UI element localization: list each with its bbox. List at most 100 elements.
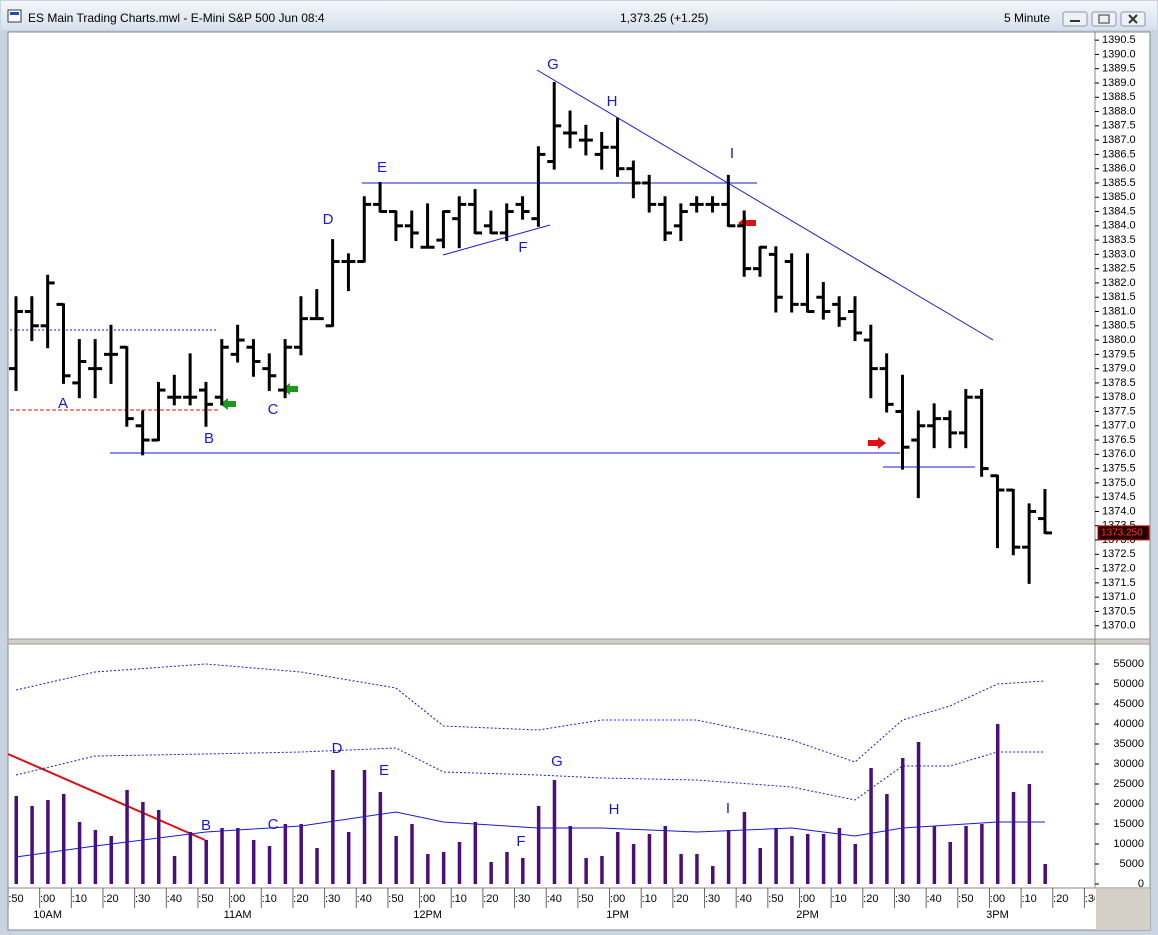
volume-bar (948, 842, 952, 884)
volume-bar (331, 770, 335, 884)
volume-overlay (15, 747, 1045, 801)
y-tick-label: 1382.0 (1102, 277, 1136, 289)
x-tick-label: :30 (895, 893, 910, 905)
annotation: D (323, 211, 334, 228)
annotation: H (607, 93, 618, 110)
volume-bar (853, 844, 857, 884)
y-tick-label: 15000 (1113, 818, 1144, 830)
y-tick-label: 1387.0 (1102, 134, 1136, 146)
volume-trend-line (8, 753, 206, 841)
volume-bar (964, 826, 968, 884)
volume-bar (790, 836, 794, 884)
x-tick-label: :20 (1053, 893, 1068, 905)
volume-bar (441, 852, 446, 884)
y-tick-label: 1388.5 (1102, 91, 1136, 103)
volume-bar (236, 828, 240, 884)
volume-bar (869, 768, 873, 884)
volume-bar (521, 858, 525, 884)
x-tick-label: :30 (1085, 893, 1100, 905)
volume-bar (663, 826, 668, 884)
y-tick-label: 1372.5 (1102, 548, 1136, 560)
y-tick-label: 1378.5 (1102, 377, 1136, 389)
volume-bar (410, 824, 414, 884)
volume-bar (188, 832, 193, 884)
volume-bar (726, 830, 731, 884)
volume-bar (806, 834, 810, 884)
volume-bar (489, 862, 493, 884)
y-tick-label: 0 (1138, 878, 1144, 890)
minimize-button[interactable] (1062, 11, 1088, 27)
plots: A B C D E F G H I B C D E F G H I (9, 56, 1052, 884)
y-tick-label: 1370.5 (1102, 605, 1136, 617)
volume-bar (156, 810, 161, 884)
quote: 1,373.25 (+1.25) (620, 11, 708, 25)
y-tick-label: 1375.5 (1102, 463, 1136, 475)
y-tick-label: 30000 (1113, 758, 1144, 770)
y-tick-label: 50000 (1113, 678, 1144, 690)
annotation: E (377, 159, 387, 176)
x-tick-label: :50 (198, 893, 213, 905)
restore-button[interactable] (1091, 11, 1117, 27)
y-tick-label: 1376.5 (1102, 434, 1136, 446)
annotation: C (268, 816, 279, 833)
volume-bar (426, 854, 430, 884)
annotation: F (518, 239, 527, 256)
interval: 5 Minute (1004, 11, 1050, 25)
volume-bar (711, 866, 715, 884)
window-title: ES Main Trading Charts.mwl - E-Mini S&P … (28, 11, 325, 25)
x-tick-label: :30 (705, 893, 720, 905)
volume-bar (61, 794, 66, 884)
annotation: I (726, 800, 730, 817)
sell-arrow (868, 437, 886, 449)
volume-bar (600, 856, 604, 884)
y-tick-label: 25000 (1113, 778, 1144, 790)
volume-bar (536, 806, 541, 884)
y-tick-label: 1383.5 (1102, 234, 1136, 246)
volume-bar (821, 834, 826, 884)
volume-bar (125, 790, 129, 884)
y-tick-label: 1385.5 (1102, 177, 1136, 189)
volume-bar (774, 828, 778, 884)
volume-bar (505, 852, 509, 884)
volume-bar (362, 770, 367, 884)
x-tick-label: :10 (642, 893, 657, 905)
y-tick-label: 45000 (1113, 698, 1144, 710)
y-tick-label: 1374.5 (1102, 491, 1136, 503)
annotation: E (379, 762, 389, 779)
volume-bar (742, 812, 747, 884)
y-tick-label: 1379.0 (1102, 363, 1136, 375)
x-tick-label: :40 (737, 893, 752, 905)
x-tick-label: :20 (483, 893, 498, 905)
volume-bar (315, 848, 319, 884)
volume-bar (299, 824, 303, 884)
restore-icon (1098, 14, 1110, 24)
hour-label: 12PM (413, 909, 442, 921)
volume-bar (109, 836, 113, 884)
y-tick-label: 1372.0 (1102, 562, 1136, 574)
x-tick-label: :00 (230, 893, 245, 905)
x-tick-label: :10 (72, 893, 87, 905)
y-tick-label: 1382.5 (1102, 263, 1136, 275)
volume-bar (552, 780, 557, 884)
y-tick-label: 1384.0 (1102, 220, 1136, 232)
annotation: H (609, 801, 620, 818)
annotation: C (268, 401, 279, 418)
y-tick-label: 1379.5 (1102, 348, 1136, 360)
annotation: A (58, 395, 68, 412)
y-tick-label: 1377.5 (1102, 405, 1136, 417)
y-tick-label: 5000 (1120, 858, 1144, 870)
trend-line (536, 69, 994, 341)
y-tick-label: 1375.0 (1102, 477, 1136, 489)
y-tick-label: 1380.0 (1102, 334, 1136, 346)
time-axis: :50:00 10AM:10:20:30:40:50:00 11AM:10:20:3… (8, 888, 1100, 921)
y-tick-label: 1370.0 (1102, 620, 1136, 632)
y-tick-label: 1389.0 (1102, 77, 1136, 89)
volume-bar (283, 824, 288, 884)
volume-bar (30, 806, 34, 884)
volume-overlay (15, 663, 1045, 763)
y-tick-label: 10000 (1113, 838, 1144, 850)
y-tick-label: 1386.0 (1102, 163, 1136, 175)
annotation: G (551, 753, 563, 770)
y-tick-label: 40000 (1113, 718, 1144, 730)
y-tick-label: 1374.0 (1102, 505, 1136, 517)
